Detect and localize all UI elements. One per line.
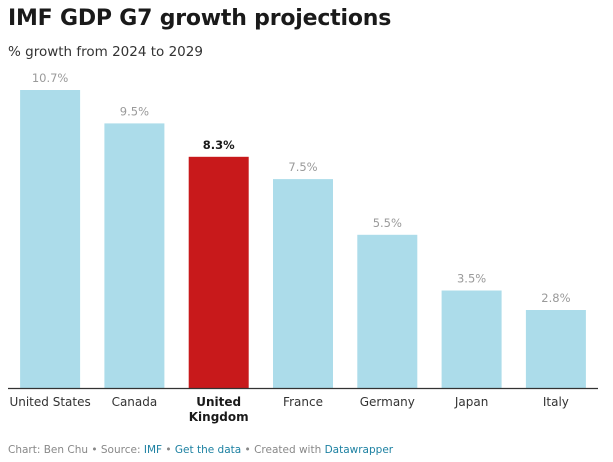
value-label: 8.3% [203,138,235,152]
bar-japan [441,290,502,388]
bar-united-states [20,90,81,388]
value-label: 2.8% [541,291,570,305]
value-label: 7.5% [288,160,317,174]
x-axis-label: United States [9,395,90,409]
datawrapper-link[interactable]: Datawrapper [324,444,394,456]
chart-footer: Chart: Ben Chu • Source: IMF • Get the d… [8,444,393,456]
get-the-data-link[interactable]: Get the data [174,444,242,456]
x-axis-label: Germany [360,395,415,409]
footer-credit: Chart: Ben Chu • Source: [8,444,144,456]
bar-chart: 10.7% United States 9.5% Canada 8.3% United Ki… [8,71,598,424]
chart-subtitle: % growth from 2024 to 2029 [8,44,203,60]
source-link[interactable]: IMF [143,444,163,456]
bar-canada [104,123,165,389]
footer-separator: • [162,444,175,456]
value-label: 9.5% [120,104,149,118]
x-axis-label: Italy [543,395,569,409]
bar-italy [525,310,586,388]
value-label: 10.7% [32,71,69,85]
value-label: 5.5% [373,216,402,230]
chart-title: IMF GDP G7 growth projections [8,6,392,31]
x-axis-label: France [283,395,323,409]
bar-united-kingdom [188,156,249,388]
value-label: 3.5% [457,272,486,286]
bar-germany [357,234,418,388]
bar-france [273,179,333,388]
x-axis-label: Canada [112,395,158,409]
footer-created-with: • Created with [241,444,325,456]
x-axis-label: United Kingdom [189,395,249,424]
x-axis-label: Japan [454,395,488,409]
